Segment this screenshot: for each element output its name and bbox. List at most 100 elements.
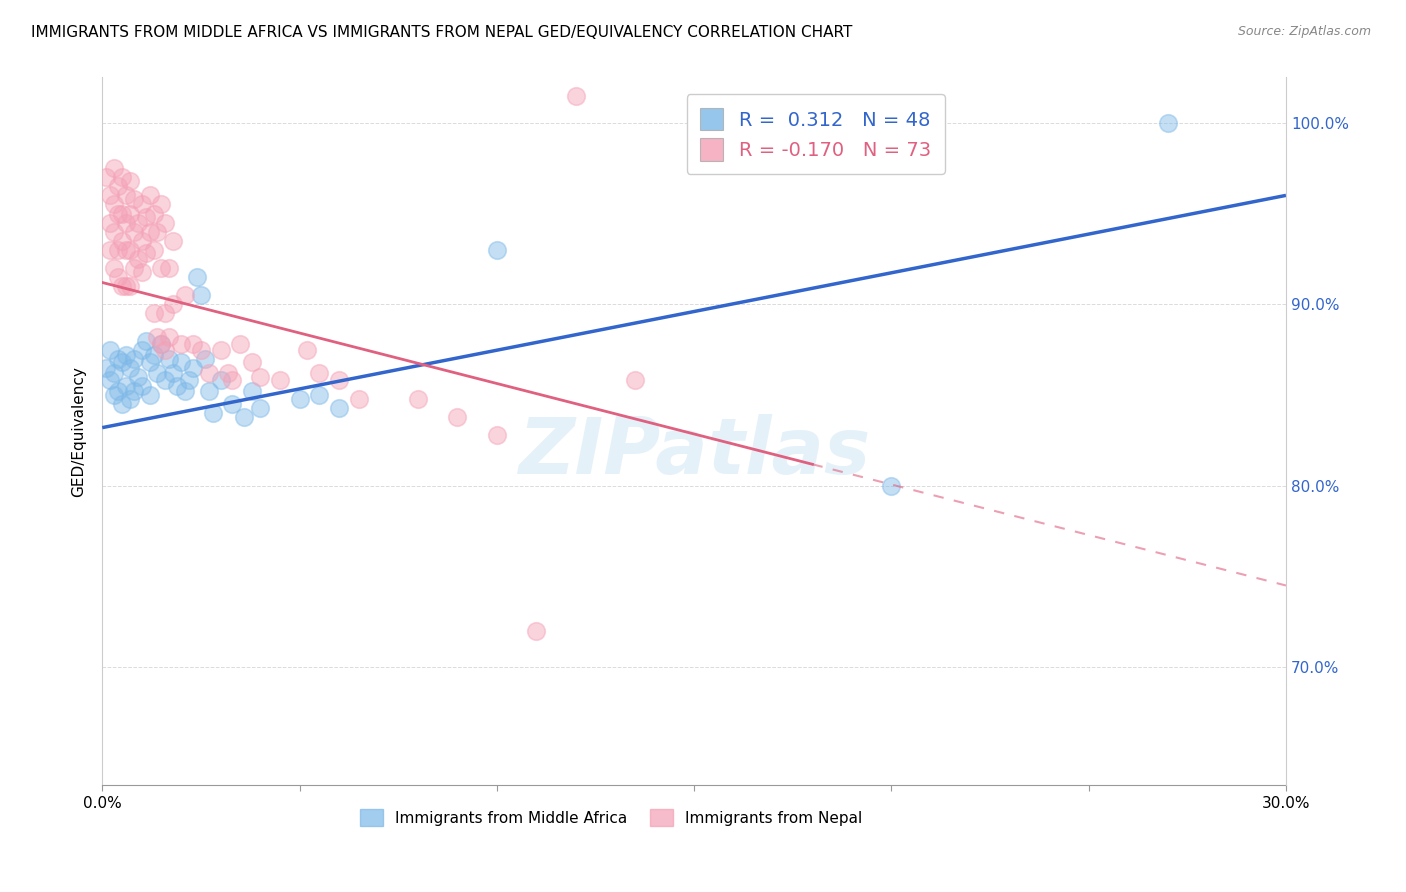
- Point: [103, 161, 125, 176]
- Point: [138, 188, 160, 202]
- Point: [209, 343, 232, 357]
- Point: [308, 366, 330, 380]
- Point: [174, 384, 197, 399]
- Point: [142, 306, 165, 320]
- Point: [111, 206, 134, 220]
- Point: [111, 170, 134, 185]
- Point: [162, 366, 184, 380]
- Point: [221, 397, 243, 411]
- Point: [96, 360, 118, 375]
- Point: [197, 366, 219, 380]
- Point: [155, 343, 177, 357]
- Point: [170, 337, 193, 351]
- Point: [150, 337, 173, 351]
- Point: [288, 392, 311, 406]
- Point: [135, 246, 157, 260]
- Point: [111, 355, 134, 369]
- Point: [111, 279, 134, 293]
- Point: [107, 270, 129, 285]
- Point: [157, 351, 180, 366]
- Point: [524, 624, 547, 638]
- Point: [111, 234, 134, 248]
- Point: [177, 374, 200, 388]
- Point: [122, 351, 145, 366]
- Point: [107, 206, 129, 220]
- Point: [111, 397, 134, 411]
- Point: [190, 288, 212, 302]
- Point: [118, 174, 141, 188]
- Point: [328, 401, 350, 415]
- Point: [174, 288, 197, 302]
- Y-axis label: GED/Equivalency: GED/Equivalency: [72, 366, 86, 497]
- Point: [138, 355, 160, 369]
- Point: [485, 428, 508, 442]
- Point: [115, 243, 138, 257]
- Point: [142, 243, 165, 257]
- Point: [155, 374, 177, 388]
- Point: [131, 234, 153, 248]
- Point: [142, 348, 165, 362]
- Point: [122, 192, 145, 206]
- Legend: Immigrants from Middle Africa, Immigrants from Nepal: Immigrants from Middle Africa, Immigrant…: [353, 801, 870, 834]
- Point: [122, 260, 145, 275]
- Point: [98, 188, 121, 202]
- Point: [146, 225, 169, 239]
- Point: [115, 279, 138, 293]
- Point: [98, 343, 121, 357]
- Point: [186, 270, 208, 285]
- Point: [485, 243, 508, 257]
- Point: [269, 374, 291, 388]
- Point: [347, 392, 370, 406]
- Point: [131, 379, 153, 393]
- Point: [98, 243, 121, 257]
- Point: [131, 197, 153, 211]
- Point: [118, 206, 141, 220]
- Point: [103, 366, 125, 380]
- Point: [150, 197, 173, 211]
- Point: [170, 355, 193, 369]
- Point: [118, 279, 141, 293]
- Point: [107, 384, 129, 399]
- Point: [880, 479, 903, 493]
- Point: [218, 366, 240, 380]
- Point: [146, 330, 169, 344]
- Point: [197, 384, 219, 399]
- Point: [308, 388, 330, 402]
- Point: [135, 210, 157, 224]
- Point: [98, 216, 121, 230]
- Point: [138, 225, 160, 239]
- Point: [107, 351, 129, 366]
- Point: [118, 392, 141, 406]
- Point: [118, 360, 141, 375]
- Point: [446, 409, 468, 424]
- Point: [131, 264, 153, 278]
- Point: [406, 392, 429, 406]
- Point: [135, 334, 157, 348]
- Point: [190, 343, 212, 357]
- Point: [249, 401, 271, 415]
- Point: [150, 260, 173, 275]
- Point: [162, 234, 184, 248]
- Point: [115, 379, 138, 393]
- Point: [209, 374, 232, 388]
- Point: [233, 409, 256, 424]
- Point: [181, 337, 204, 351]
- Point: [194, 351, 217, 366]
- Point: [98, 374, 121, 388]
- Point: [1156, 116, 1178, 130]
- Point: [96, 170, 118, 185]
- Point: [240, 355, 263, 369]
- Point: [229, 337, 252, 351]
- Point: [155, 216, 177, 230]
- Point: [150, 337, 173, 351]
- Point: [103, 260, 125, 275]
- Point: [122, 384, 145, 399]
- Point: [127, 369, 149, 384]
- Point: [157, 260, 180, 275]
- Point: [103, 197, 125, 211]
- Point: [157, 330, 180, 344]
- Text: IMMIGRANTS FROM MIDDLE AFRICA VS IMMIGRANTS FROM NEPAL GED/EQUIVALENCY CORRELATI: IMMIGRANTS FROM MIDDLE AFRICA VS IMMIGRA…: [31, 25, 852, 40]
- Point: [166, 379, 188, 393]
- Point: [138, 388, 160, 402]
- Point: [115, 216, 138, 230]
